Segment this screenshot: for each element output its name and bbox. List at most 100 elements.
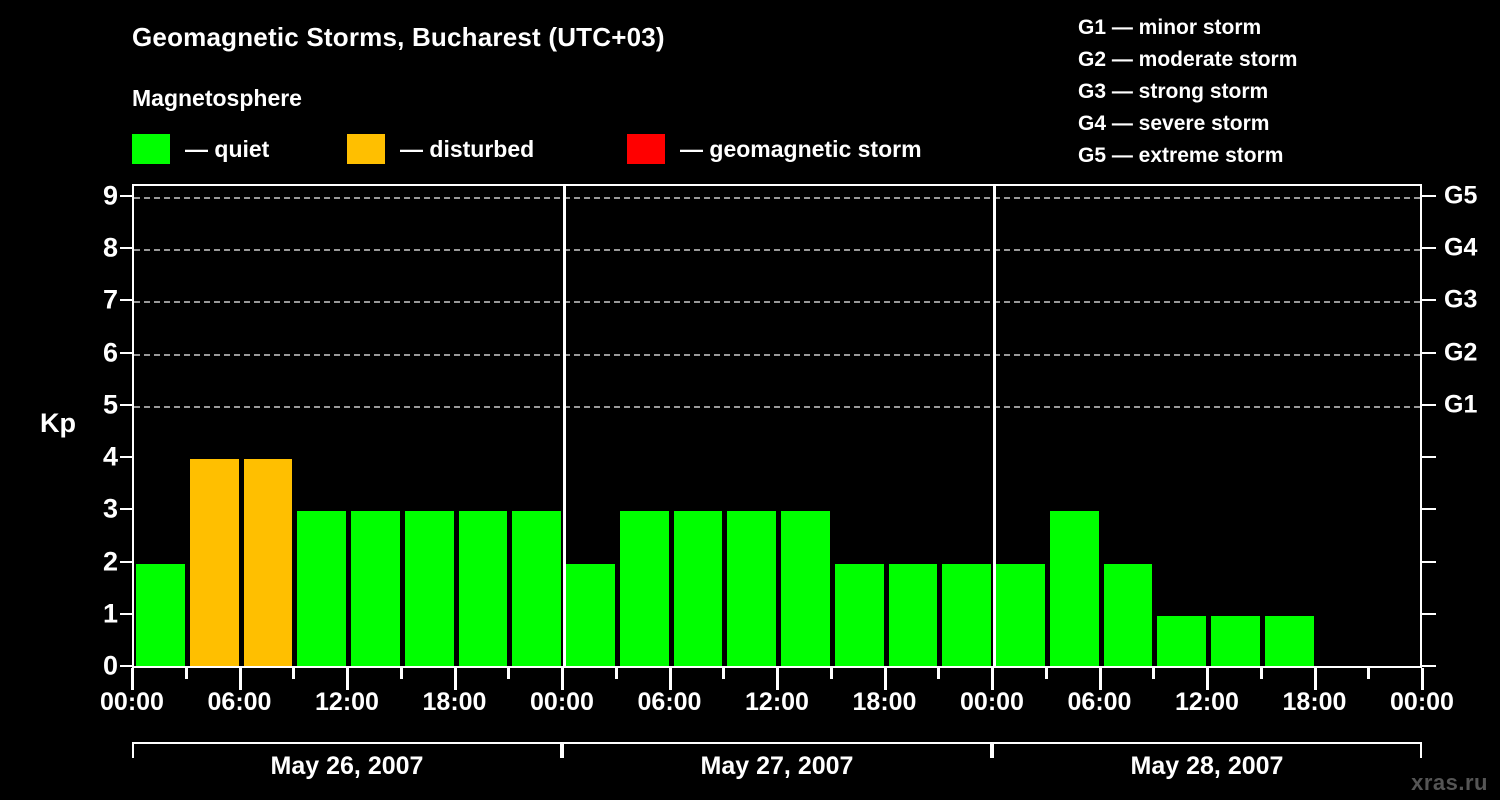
g-scale-legend: G1 — minor storm G2 — moderate storm G3 — … [1078,12,1297,172]
right-axis-tick-labels: G1 G2 G3 G4 G5 [1444,181,1500,668]
right-tick-mark-kp-8 [1422,247,1436,250]
watermark: xras.ru [1411,770,1488,795]
y-tick-mark-3 [120,508,132,511]
plot-area [132,184,1422,668]
bar [673,511,723,666]
g-scale-row-2: G2 — moderate storm [1078,48,1298,71]
y-tick-8: 8 [102,232,118,263]
g-tick-G5: G5 [1444,181,1478,210]
x-tick-mark [1259,668,1263,679]
bar [404,511,454,666]
y-tick-mark-2 [120,560,132,563]
right-tick-mark-kp-1 [1422,612,1436,615]
legend-swatch-storm [627,134,665,164]
day-separator [563,186,566,666]
bar [351,511,400,666]
day-label: May 28, 2007 [1130,752,1284,780]
y-axis-tick-marks [120,184,132,668]
x-tick-mark [1367,668,1371,679]
bar [243,459,293,666]
x-tick-mark [184,668,188,679]
bar [136,563,185,666]
g-scale-row-3: G3 — strong storm [1078,80,1269,103]
gridline-kp-7 [134,301,1420,304]
right-tick-mark-kp-7 [1422,299,1436,302]
y-tick-mark-5 [120,403,132,406]
y-tick-0: 0 [102,650,118,681]
x-tick-mark [399,668,403,679]
x-tick-label: 06:00 [1067,688,1132,716]
x-tick-mark [561,668,564,690]
x-tick-label: 18:00 [852,688,917,716]
x-tick-mark [991,668,994,690]
y-axis-tick-labels: 0 1 2 3 4 5 6 7 8 9 [86,180,118,681]
legend-item-quiet: — quiet [132,133,269,165]
day-bracket [992,742,1422,758]
bar [1211,615,1260,666]
bar [566,563,615,666]
gridline-kp-6 [134,353,1420,356]
gridline-kp-5 [134,405,1420,408]
bar [619,511,669,666]
x-tick-label: 00:00 [530,688,594,716]
legend-label-quiet: — quiet [185,135,270,162]
y-tick-mark-4 [120,456,132,459]
right-tick-mark-kp-5 [1422,403,1436,406]
bar [1264,615,1314,666]
y-tick-mark-8 [120,247,132,250]
y-axis-label: Kp [40,408,76,438]
x-tick-mark [776,668,779,690]
right-tick-mark-kp-3 [1422,508,1436,511]
x-tick-label: 12:00 [1175,688,1239,716]
x-tick-mark [1206,668,1209,690]
g-tick-G1: G1 [1444,390,1478,419]
legend-item-storm: — geomagnetic storm [627,133,922,165]
g-scale-row-4: G4 — severe storm [1078,112,1270,135]
x-tick-mark [937,668,941,679]
legend-swatch-quiet [132,134,170,164]
x-tick-label: 12:00 [315,688,379,716]
g-scale-row-1: G1 — minor storm [1078,16,1262,39]
x-tick-mark [131,668,134,690]
x-tick-mark [1313,668,1317,690]
right-tick-mark-kp-0 [1422,665,1436,667]
g-tick-G3: G3 [1444,285,1478,314]
y-tick-6: 6 [102,337,118,368]
x-tick-mark [1421,668,1424,690]
right-tick-mark-kp-4 [1422,456,1436,459]
x-tick-label: 12:00 [745,688,809,716]
bar [189,459,239,666]
bar [888,563,938,666]
day-labels: May 26, 2007 May 27, 2007 May 28, 2007 [0,752,1500,792]
y-tick-mark-9 [120,195,132,197]
y-tick-9: 9 [102,180,118,211]
gridline-kp-8 [134,249,1420,252]
y-tick-2: 2 [102,546,118,577]
bar [834,563,884,666]
page-title: Geomagnetic Storms, Bucharest (UTC+03) [132,22,665,52]
right-axis-tick-marks [1422,184,1436,668]
bar [996,563,1045,666]
y-tick-4: 4 [102,441,118,472]
x-tick-mark [507,668,511,679]
legend-label-disturbed: — disturbed [400,135,535,162]
x-tick-label: 06:00 [637,688,702,716]
x-tick-mark [453,668,457,690]
chart-subtitle: Magnetosphere [132,85,302,111]
y-tick-1: 1 [102,598,118,629]
x-tick-label: 06:00 [207,688,272,716]
bar [727,511,776,666]
bar [458,511,508,666]
x-tick-mark [668,668,672,690]
x-axis-tick-labels: 00:00 06:00 12:00 18:00 00:00 06:00 12:00 18:00… [0,688,1500,722]
bar [942,563,991,666]
x-tick-label: 00:00 [1390,688,1454,716]
g-tick-G4: G4 [1444,233,1478,262]
y-tick-mark-0 [120,665,132,667]
g-scale-row-5: G5 — extreme storm [1078,144,1284,167]
x-axis-tick-marks [0,668,1500,690]
bar [1157,615,1206,666]
right-tick-mark-kp-6 [1422,351,1436,354]
x-tick-mark [292,668,296,679]
